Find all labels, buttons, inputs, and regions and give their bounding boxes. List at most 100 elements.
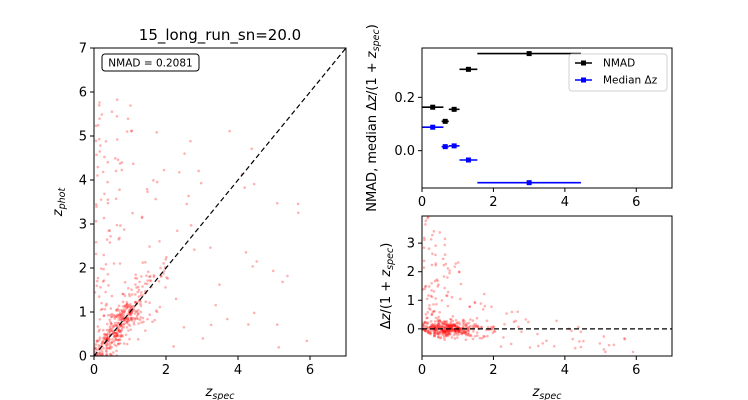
- scatter-point: [275, 201, 279, 205]
- residual-point: [437, 321, 440, 325]
- residual-point: [449, 324, 453, 328]
- scatter-point: [108, 346, 112, 349]
- residual-point: [423, 320, 427, 324]
- residual-point: [474, 322, 478, 326]
- residual-point: [438, 311, 442, 314]
- scatter-point: [130, 311, 133, 315]
- residual-point: [577, 325, 580, 329]
- scatter-point: [111, 330, 115, 333]
- scatter-point: [165, 276, 168, 279]
- residual-point: [425, 329, 428, 332]
- scatter-point: [129, 318, 133, 322]
- residual-point: [425, 324, 428, 328]
- scatter-point: [105, 343, 109, 347]
- residual-point: [436, 323, 440, 326]
- residual-point: [457, 330, 461, 333]
- residual-point: [434, 316, 438, 320]
- scatter-point: [106, 160, 110, 164]
- residual-point: [445, 330, 449, 333]
- x-tick-label: 6: [632, 195, 640, 210]
- y-tick-label: 3: [407, 237, 415, 252]
- residual-point: [424, 223, 427, 226]
- residual-point: [450, 325, 454, 329]
- residual-point: [447, 323, 451, 326]
- residual-point: [467, 325, 471, 329]
- scatter-point: [114, 336, 117, 339]
- y-tick-label: 3: [79, 218, 87, 233]
- scatter-point: [107, 284, 110, 287]
- y-tick-label: 1: [79, 306, 87, 321]
- residual-point: [437, 283, 440, 286]
- residual-point: [422, 325, 425, 329]
- scatter-point: [144, 329, 147, 332]
- residual-point: [468, 305, 472, 308]
- residual-point: [450, 329, 454, 332]
- scatter-point: [121, 305, 125, 308]
- stat-point: [465, 66, 471, 72]
- residual-point: [443, 322, 447, 326]
- residual-point: [433, 332, 436, 336]
- scatter-point: [126, 317, 129, 320]
- scatter-point: [106, 180, 109, 184]
- residual-point: [461, 329, 464, 333]
- residual-point: [441, 257, 445, 261]
- residual-point: [423, 287, 427, 291]
- scatter-point: [132, 306, 136, 309]
- residual-point: [451, 327, 455, 331]
- residual-point: [471, 319, 475, 322]
- scatter-point: [94, 343, 98, 346]
- scatter-point: [123, 305, 127, 309]
- residual-point: [426, 216, 429, 220]
- residual-point: [423, 238, 426, 242]
- scatter-point: [107, 337, 111, 341]
- scatter-point: [102, 314, 106, 318]
- scatter-point: [119, 324, 123, 328]
- residual-point: [443, 243, 447, 247]
- residual-point: [444, 331, 447, 334]
- residual-point: [475, 324, 479, 328]
- scatter-point: [128, 337, 131, 341]
- scatter-point: [141, 316, 145, 320]
- scatter-point: [106, 336, 109, 340]
- residual-point: [423, 326, 427, 329]
- scatter-point: [114, 169, 118, 173]
- residual-point: [422, 259, 426, 263]
- residual-point: [438, 333, 441, 336]
- scatter-point: [114, 331, 118, 335]
- scatter-point: [104, 333, 108, 336]
- residual-point: [439, 336, 443, 339]
- residual-point: [473, 335, 477, 338]
- scatter-point: [166, 277, 169, 280]
- residual-point: [493, 330, 497, 333]
- scatter-point: [101, 352, 105, 356]
- scatter-point: [155, 310, 159, 314]
- scatter-point: [100, 301, 103, 305]
- residual-point: [445, 320, 449, 323]
- residual-point: [612, 343, 616, 347]
- scatter-point: [136, 337, 140, 341]
- scatter-point: [136, 290, 139, 294]
- residual-point: [429, 237, 433, 241]
- scatter-point: [99, 198, 103, 201]
- residual-point: [457, 328, 461, 332]
- scatter-point: [104, 140, 108, 143]
- scatter-point: [243, 186, 246, 189]
- scatter-point: [103, 333, 107, 336]
- residual-point: [433, 322, 437, 326]
- scatter-point: [115, 315, 119, 319]
- residual-point: [440, 325, 444, 329]
- residual-point: [436, 324, 440, 327]
- residual-point: [451, 323, 455, 327]
- scatter-point: [151, 320, 154, 324]
- residual-point: [445, 333, 449, 336]
- residual-point: [464, 324, 467, 328]
- residual-point: [446, 334, 450, 338]
- residual-point: [469, 318, 472, 321]
- residual-point: [429, 325, 432, 329]
- residual-point: [528, 346, 532, 349]
- residual-point: [471, 324, 475, 328]
- scatter-point: [115, 324, 119, 327]
- y-tick-label: 0: [79, 350, 87, 365]
- y-tick-label: 0.2: [394, 91, 415, 106]
